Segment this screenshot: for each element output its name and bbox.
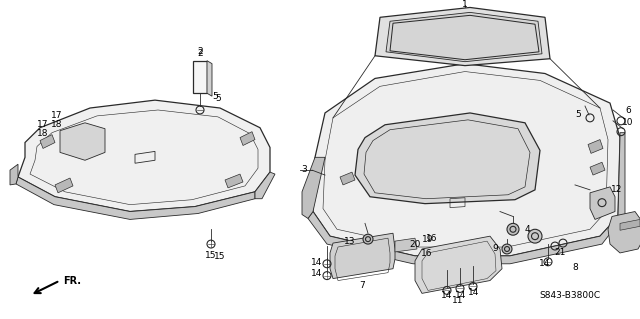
Circle shape	[507, 223, 519, 235]
Text: 17: 17	[37, 120, 49, 129]
Polygon shape	[313, 64, 620, 256]
Polygon shape	[608, 211, 640, 253]
Text: 12: 12	[611, 185, 623, 194]
Text: 21: 21	[554, 249, 566, 257]
Text: 7: 7	[359, 281, 365, 290]
Polygon shape	[590, 162, 605, 175]
Polygon shape	[330, 233, 395, 278]
Text: 15: 15	[214, 252, 226, 261]
Polygon shape	[355, 113, 540, 204]
Text: 15: 15	[205, 251, 217, 260]
Text: 1: 1	[462, 0, 468, 9]
Polygon shape	[255, 172, 275, 199]
Polygon shape	[16, 177, 255, 219]
Polygon shape	[620, 219, 640, 230]
Polygon shape	[588, 140, 603, 153]
Text: 2: 2	[197, 47, 203, 56]
Text: 5: 5	[215, 94, 221, 103]
Text: 14: 14	[311, 258, 323, 267]
Circle shape	[363, 234, 373, 244]
Text: 16: 16	[426, 234, 438, 243]
Text: 14: 14	[442, 291, 452, 300]
Polygon shape	[375, 7, 550, 66]
Text: 3: 3	[301, 165, 307, 174]
Text: 4: 4	[524, 225, 530, 234]
Circle shape	[502, 244, 512, 254]
Polygon shape	[415, 236, 502, 293]
Text: S843-B3800C: S843-B3800C	[540, 291, 600, 300]
Polygon shape	[618, 133, 625, 223]
Text: 9: 9	[492, 243, 498, 253]
Text: 5: 5	[575, 110, 581, 119]
Text: 18: 18	[51, 120, 63, 129]
Polygon shape	[240, 132, 255, 145]
Polygon shape	[225, 174, 243, 188]
Text: 10: 10	[622, 118, 634, 127]
Polygon shape	[302, 157, 325, 219]
Polygon shape	[40, 135, 55, 148]
Text: 14: 14	[311, 269, 323, 278]
Text: 18: 18	[37, 129, 49, 138]
Text: 19: 19	[422, 235, 434, 244]
Text: 14: 14	[540, 259, 550, 268]
Circle shape	[528, 229, 542, 243]
Polygon shape	[590, 187, 615, 219]
Polygon shape	[340, 172, 355, 185]
Polygon shape	[308, 211, 618, 264]
Text: 14: 14	[455, 291, 467, 300]
Text: FR.: FR.	[63, 276, 81, 286]
Polygon shape	[60, 123, 105, 160]
Polygon shape	[18, 100, 270, 211]
Polygon shape	[55, 178, 73, 193]
Text: 14: 14	[468, 288, 480, 297]
Text: 8: 8	[572, 263, 578, 272]
Text: 2: 2	[197, 49, 203, 58]
Text: 5: 5	[212, 92, 218, 101]
Polygon shape	[193, 61, 207, 93]
Text: 17: 17	[51, 111, 63, 120]
Text: 20: 20	[410, 240, 420, 249]
Text: 11: 11	[452, 296, 464, 305]
Polygon shape	[207, 61, 212, 96]
Polygon shape	[386, 12, 542, 62]
Text: 13: 13	[344, 237, 356, 246]
Polygon shape	[10, 164, 18, 185]
Polygon shape	[395, 238, 417, 252]
Text: 6: 6	[625, 107, 631, 115]
Text: 16: 16	[421, 249, 433, 258]
